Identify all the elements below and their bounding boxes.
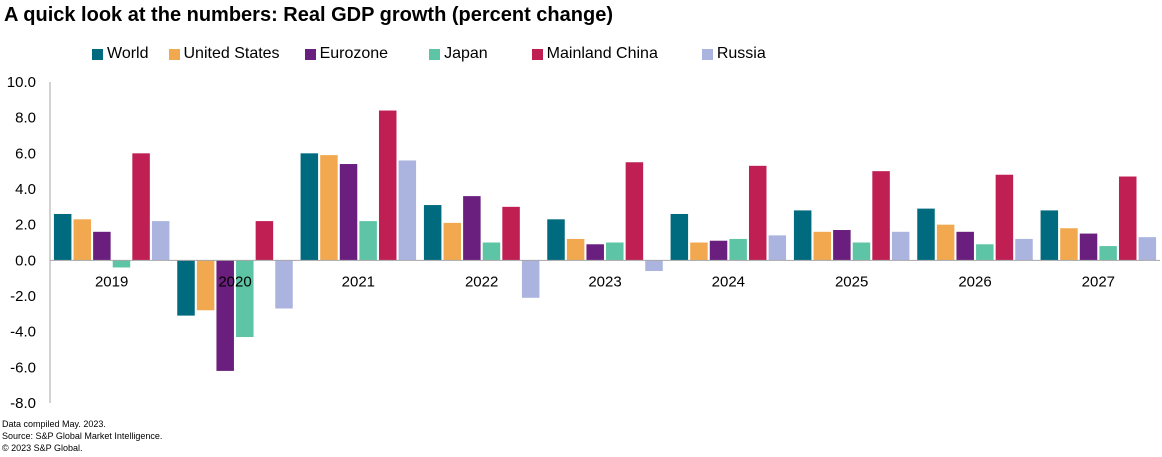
bar-japan-2024 — [729, 238, 747, 261]
footnotes: Data compiled May. 2023. Source: S&P Glo… — [2, 418, 162, 454]
bar-russia-2022 — [521, 260, 540, 298]
legend-item-united-states: United States — [168, 45, 280, 63]
x-category-label: 2021 — [342, 273, 375, 290]
bar-mainland-china-2021 — [378, 110, 397, 261]
bar-world-2022 — [423, 205, 442, 261]
x-category-label: 2027 — [1082, 273, 1115, 290]
legend-item-mainland-china: Mainland China — [531, 45, 658, 63]
y-tick-label: -8.0 — [10, 395, 36, 412]
bar-united-states-2027 — [1060, 228, 1078, 261]
legend-swatch-mainland-china — [531, 48, 543, 60]
legend-item-russia: Russia — [701, 45, 766, 63]
bar-eurozone-2026 — [956, 231, 974, 261]
bar-russia-2019 — [151, 221, 170, 261]
bar-eurozone-2024 — [709, 240, 728, 261]
bar-japan-2023 — [606, 242, 624, 261]
y-tick-label: -6.0 — [10, 359, 36, 376]
bar-japan-2022 — [482, 242, 501, 261]
bar-eurozone-2020 — [216, 260, 234, 371]
x-category-label: 2025 — [835, 273, 868, 290]
bar-eurozone-2025 — [833, 230, 851, 261]
bar-united-states-2022 — [443, 222, 462, 261]
legend-item-world: World — [92, 45, 149, 63]
y-tick-label: 0.0 — [15, 252, 36, 269]
chart-title: A quick look at the numbers: Real GDP gr… — [4, 4, 613, 26]
bar-united-states-2019 — [73, 219, 92, 261]
bar-eurozone-2023 — [586, 244, 604, 261]
legend-swatch-japan — [429, 48, 441, 60]
bar-russia-2021 — [398, 160, 417, 261]
bar-japan-2026 — [976, 244, 994, 261]
bar-mainland-china-2022 — [502, 206, 520, 261]
bar-mainland-china-2025 — [872, 171, 890, 261]
x-category-label: 2023 — [588, 273, 621, 290]
bar-japan-2027 — [1099, 246, 1117, 261]
bar-world-2026 — [917, 208, 935, 261]
bar-mainland-china-2023 — [625, 162, 644, 261]
bar-world-2020 — [177, 260, 195, 316]
legend-label-united-states: United States — [183, 45, 280, 62]
bar-world-2023 — [547, 219, 565, 261]
bar-united-states-2026 — [936, 224, 955, 261]
bar-united-states-2025 — [813, 231, 832, 261]
bar-united-states-2023 — [566, 238, 585, 261]
x-category-label: 2019 — [95, 273, 128, 290]
bar-russia-2023 — [645, 260, 663, 272]
footnote-copyright: © 2023 S&P Global. — [2, 443, 83, 453]
legend-swatch-united-states — [168, 48, 180, 60]
x-category-label: 2024 — [712, 273, 745, 290]
bar-russia-2025 — [891, 231, 910, 261]
bar-mainland-china-2027 — [1118, 176, 1137, 261]
legend-item-eurozone: Eurozone — [304, 45, 389, 63]
y-tick-label: -4.0 — [10, 324, 36, 341]
bar-eurozone-2027 — [1079, 233, 1098, 261]
legend-swatch-eurozone — [304, 48, 316, 60]
legend-swatch-world — [92, 48, 103, 60]
bar-world-2027 — [1040, 210, 1059, 261]
bar-russia-2027 — [1138, 237, 1157, 261]
bar-world-2025 — [793, 210, 812, 261]
legend: World United States Eurozone Japan Mainl… — [92, 44, 766, 64]
y-tick-label: -2.0 — [10, 288, 36, 305]
bar-world-2019 — [53, 213, 72, 261]
bar-mainland-china-2026 — [995, 174, 1014, 261]
bar-russia-2020 — [275, 260, 293, 309]
footnote-data-compiled: Data compiled May. 2023. — [2, 419, 106, 429]
footnote-source: Source: S&P Global Market Intelligence. — [2, 431, 163, 441]
bar-mainland-china-2020 — [255, 221, 274, 261]
bar-mainland-china-2024 — [748, 165, 767, 261]
y-tick-label: 2.0 — [15, 217, 36, 234]
y-tick-label: 8.0 — [15, 110, 36, 127]
legend-label-japan: Japan — [444, 45, 488, 62]
bar-eurozone-2021 — [339, 164, 358, 261]
x-category-label: 2020 — [218, 273, 251, 290]
legend-label-eurozone: Eurozone — [319, 45, 389, 62]
legend-swatch-russia — [701, 48, 713, 60]
bar-russia-2024 — [768, 235, 787, 261]
bar-mainland-china-2019 — [132, 153, 150, 261]
bar-united-states-2021 — [320, 155, 338, 261]
bar-united-states-2020 — [196, 260, 215, 311]
bar-eurozone-2019 — [93, 231, 111, 261]
bar-japan-2025 — [852, 242, 871, 261]
bar-japan-2019 — [112, 260, 131, 268]
x-category-label: 2026 — [958, 273, 991, 290]
legend-item-japan: Japan — [429, 45, 488, 63]
bar-eurozone-2022 — [463, 196, 481, 261]
bar-world-2024 — [670, 213, 689, 261]
y-tick-label: 4.0 — [15, 181, 36, 198]
bar-world-2021 — [300, 153, 319, 261]
legend-label-russia: Russia — [716, 45, 766, 62]
bar-japan-2021 — [359, 221, 377, 261]
y-tick-label: 6.0 — [15, 145, 36, 162]
x-category-label: 2022 — [465, 273, 498, 290]
bar-japan-2020 — [236, 260, 254, 338]
bar-united-states-2024 — [690, 242, 708, 261]
y-tick-label: 10.0 — [7, 74, 36, 91]
bar-russia-2026 — [1015, 238, 1033, 261]
legend-label-mainland-china: Mainland China — [546, 45, 658, 62]
legend-label-world: World — [107, 45, 149, 62]
